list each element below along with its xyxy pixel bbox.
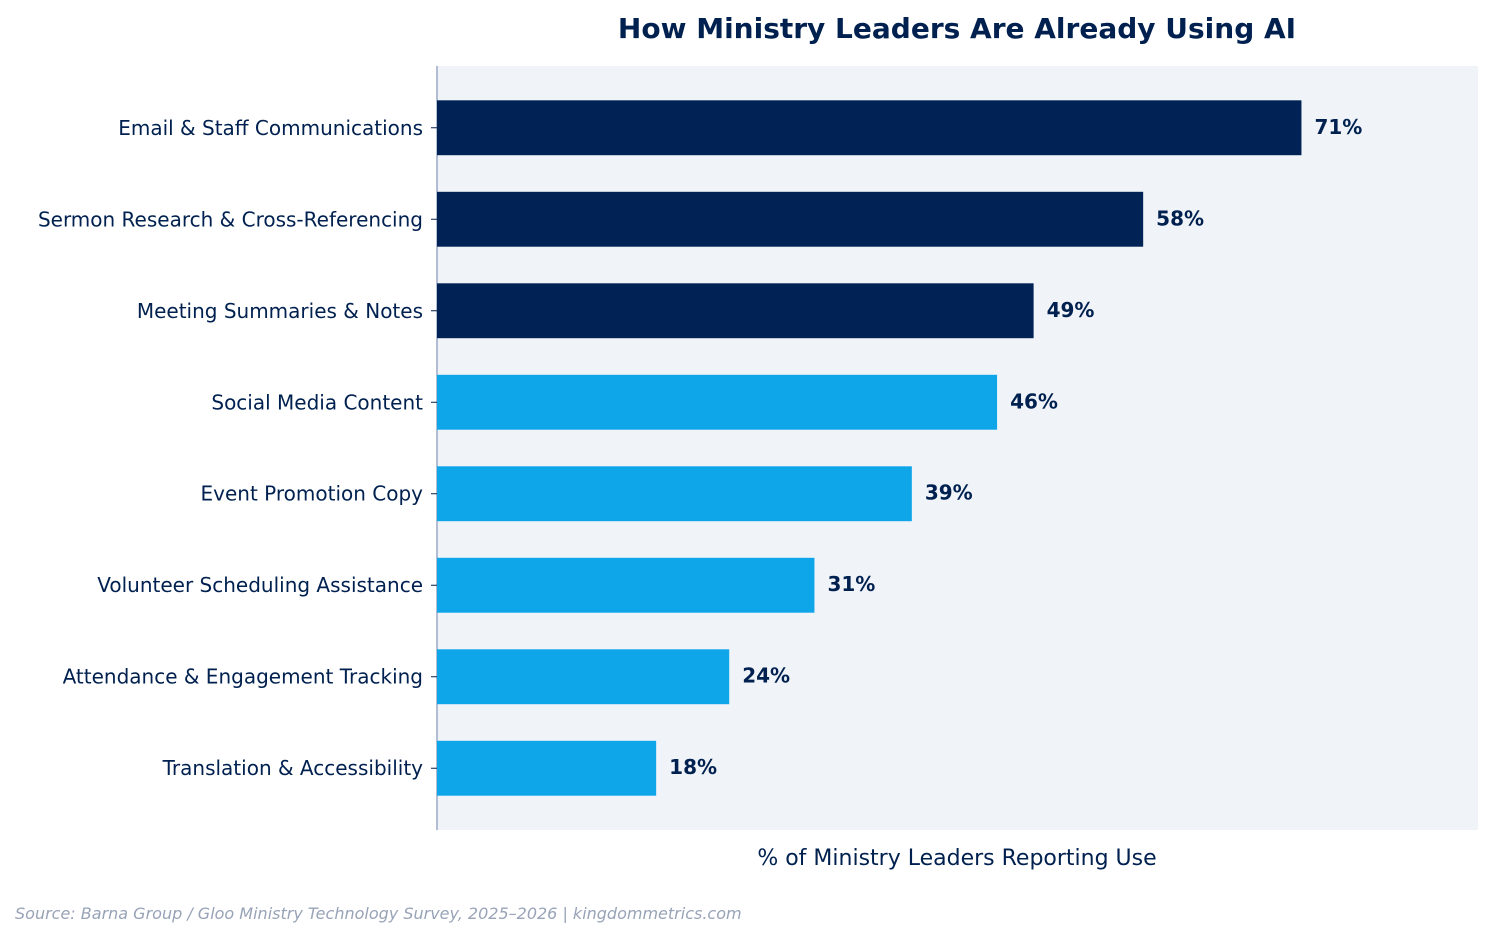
bar [437,740,657,796]
chart-title: How Ministry Leaders Are Already Using A… [618,12,1296,45]
bar [437,649,730,705]
source-note: Source: Barna Group / Gloo Ministry Tech… [15,904,742,923]
bar [437,100,1302,156]
value-label: 46% [1010,389,1058,413]
category-label: Event Promotion Copy [201,482,424,506]
category-label: Volunteer Scheduling Assistance [97,573,423,597]
value-label: 18% [669,755,717,779]
labels-layer: Email & Staff Communications 71% Sermon Re… [38,115,1362,780]
bar [437,466,912,522]
value-label: 39% [925,481,973,505]
value-label: 71% [1314,115,1362,139]
value-label: 31% [827,572,875,596]
value-label: 58% [1156,206,1204,230]
bar [437,374,998,430]
bar [437,191,1144,247]
category-label: Meeting Summaries & Notes [137,299,423,323]
x-axis-label: % of Ministry Leaders Reporting Use [757,846,1156,871]
value-label: 49% [1047,298,1095,322]
category-label: Social Media Content [211,390,423,414]
category-label: Email & Staff Communications [118,116,423,140]
category-label: Translation & Accessibility [162,756,424,780]
category-label: Sermon Research & Cross-Referencing [38,207,423,231]
category-label: Attendance & Engagement Tracking [63,665,423,689]
bar [437,283,1034,339]
value-label: 24% [742,664,790,688]
bars-layer [437,100,1302,796]
bar [437,557,815,613]
plot-background [437,66,1478,830]
